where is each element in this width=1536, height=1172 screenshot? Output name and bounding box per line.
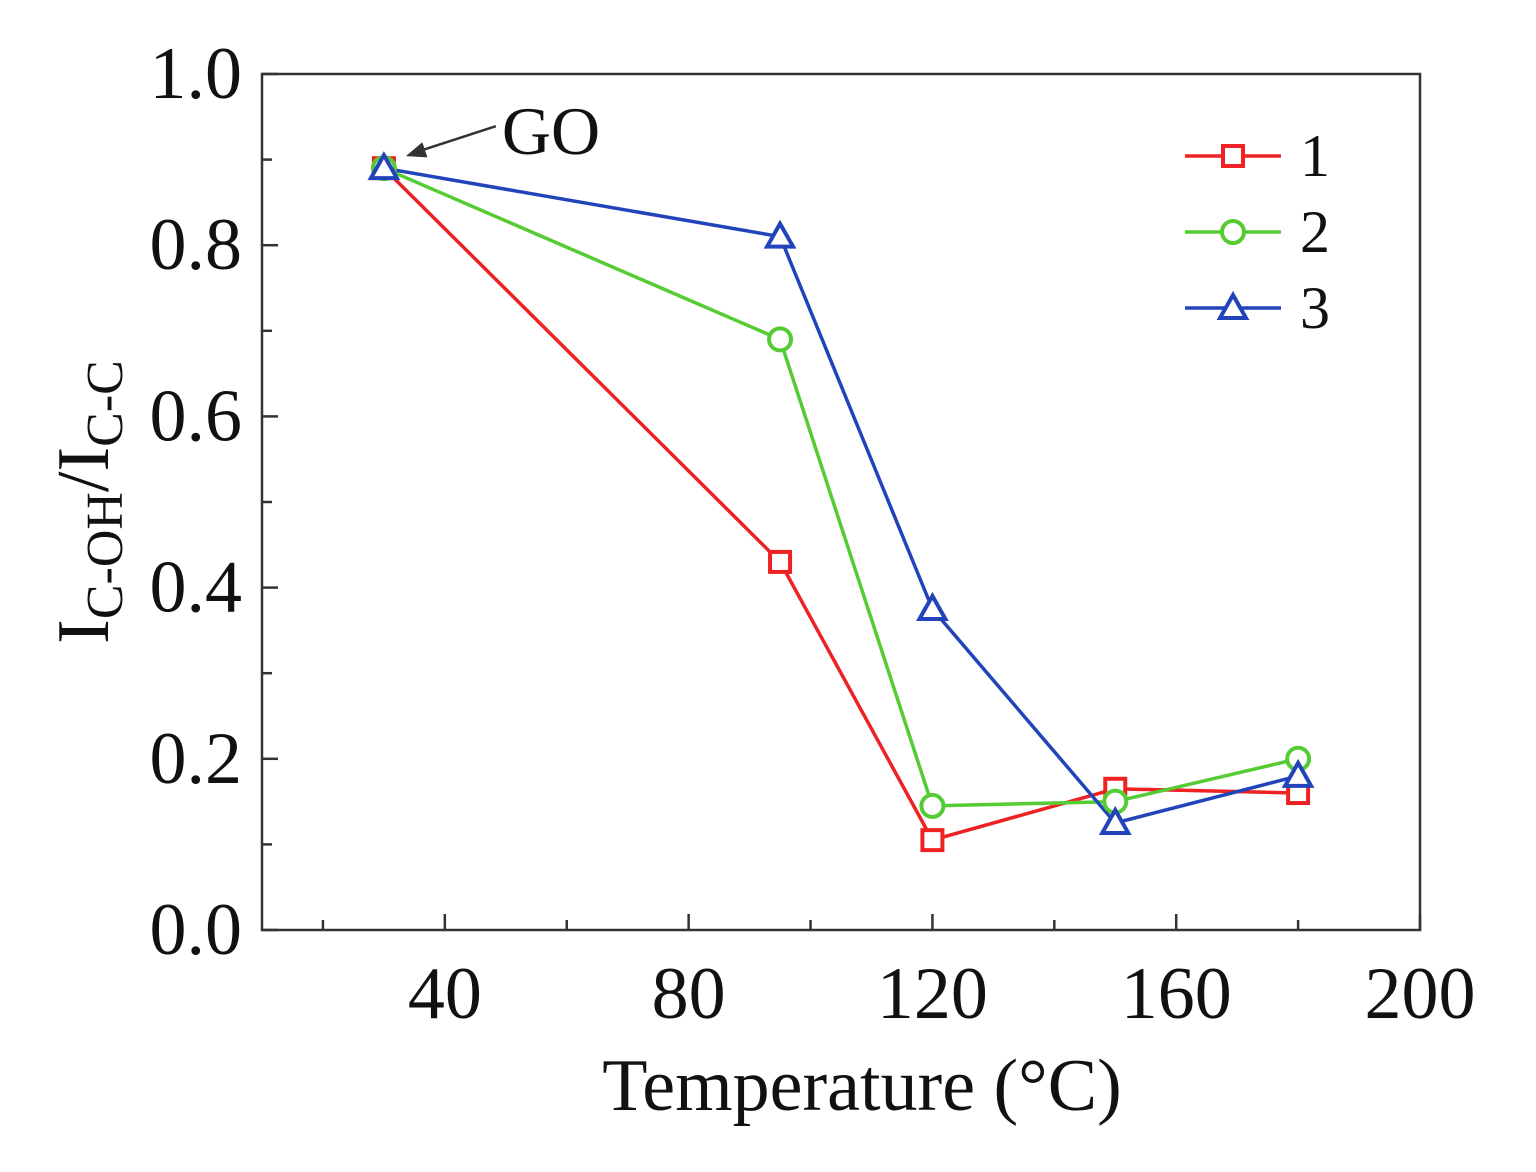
x-tick-label: 160 <box>1121 953 1232 1035</box>
series-3-point <box>1281 758 1315 788</box>
y-tick-label: 0.4 <box>150 547 243 629</box>
series-3-point <box>1098 805 1132 835</box>
y-axis-title-sub-numerator: C-OH <box>77 492 134 619</box>
series-3-point <box>915 591 949 621</box>
x-tick-label: 120 <box>877 953 988 1035</box>
legend-marker-3 <box>1216 290 1250 320</box>
series-1-line <box>382 166 1299 842</box>
x-tick-label: 40 <box>408 953 482 1035</box>
y-axis-title-separator: /I <box>43 447 125 492</box>
legend-label-2: 2 <box>1300 199 1330 265</box>
series-2-point <box>919 792 946 819</box>
y-axis-title-sub-denominator: C-C <box>77 360 134 447</box>
x-tick-label: 80 <box>652 953 726 1035</box>
legend-label-1: 1 <box>1300 123 1330 189</box>
series-layer <box>367 151 1315 853</box>
annotation-arrow-head <box>405 142 428 158</box>
series-3-point <box>367 151 401 181</box>
annotation-arrow-line <box>415 124 497 154</box>
y-axis-title-main: I <box>43 619 125 644</box>
y-tick-label: 0.6 <box>150 375 243 457</box>
legend: 1 2 3 <box>1185 123 1330 341</box>
series-2-line <box>383 166 1299 808</box>
series-2-point <box>767 326 794 353</box>
series-1-point <box>768 549 793 574</box>
series-3-point <box>763 219 797 249</box>
plot-area <box>260 72 1422 932</box>
annotation-label: GO <box>502 93 600 169</box>
y-axis-title: IC-OH/IC-C <box>43 360 134 644</box>
y-tick-label: 0.8 <box>150 204 243 286</box>
x-tick-label: 200 <box>1365 953 1476 1035</box>
plot-frame <box>260 72 1422 932</box>
y-tick-label: 1.0 <box>150 33 243 115</box>
legend-marker-2 <box>1220 219 1246 245</box>
y-tick-label: 0.2 <box>150 718 243 800</box>
series-3-line <box>383 166 1299 825</box>
legend-label-3: 3 <box>1300 275 1330 341</box>
y-tick-label: 0.0 <box>150 889 243 971</box>
annotation-layer: GO <box>405 93 600 169</box>
series-1-point <box>920 828 945 853</box>
axis-ticks: 0.0 0.2 0.4 0.6 0.8 1.0 40 80 120 160 200 <box>150 33 1476 1035</box>
legend-marker-1 <box>1221 144 1245 168</box>
x-axis-title: Temperature (°C) <box>602 1045 1122 1127</box>
